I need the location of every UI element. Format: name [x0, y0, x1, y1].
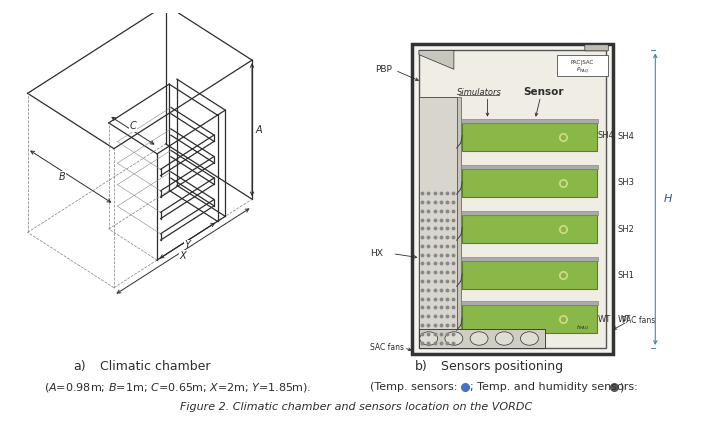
Text: Sensors positioning: Sensors positioning	[441, 360, 564, 373]
Circle shape	[445, 332, 463, 345]
Text: PAC fans: PAC fans	[622, 316, 655, 325]
FancyBboxPatch shape	[462, 123, 597, 151]
Bar	[461, 119, 598, 123]
Bar	[419, 329, 545, 348]
Text: ): )	[619, 382, 623, 392]
FancyBboxPatch shape	[462, 261, 597, 289]
FancyBboxPatch shape	[462, 169, 597, 197]
Circle shape	[520, 332, 538, 345]
Text: Figure 2. Climatic chamber and sensors location on the VORDC: Figure 2. Climatic chamber and sensors l…	[180, 402, 532, 412]
Bar	[456, 97, 461, 348]
Text: X: X	[179, 251, 187, 261]
Text: WT: WT	[617, 315, 631, 324]
Text: SH2: SH2	[617, 225, 634, 234]
Text: SH4: SH4	[617, 132, 634, 141]
FancyBboxPatch shape	[462, 305, 597, 333]
Circle shape	[470, 332, 488, 345]
Text: SAC fans: SAC fans	[370, 343, 404, 352]
Text: PAC|SAC: PAC|SAC	[571, 59, 595, 65]
Text: Simulators: Simulators	[456, 88, 501, 97]
Text: SH4: SH4	[598, 131, 615, 140]
Bar	[461, 165, 598, 169]
Text: (Temp. sensors:: (Temp. sensors:	[370, 382, 461, 392]
Polygon shape	[419, 50, 454, 69]
Text: B: B	[59, 172, 66, 181]
Text: PBP: PBP	[376, 65, 392, 74]
Bar	[461, 301, 598, 305]
Text: C: C	[130, 121, 136, 131]
Circle shape	[496, 332, 513, 345]
Text: Y: Y	[184, 240, 190, 251]
Text: b): b)	[414, 360, 427, 373]
Text: SH3: SH3	[617, 179, 634, 187]
Text: SH1: SH1	[617, 271, 634, 279]
FancyBboxPatch shape	[462, 215, 597, 243]
Text: HX: HX	[370, 249, 383, 258]
Bar	[419, 97, 456, 348]
Text: ($A$=0.98m; $B$=1m; $C$=0.65m; $X$=2m; $Y$=1.85m).: ($A$=0.98m; $B$=1m; $C$=0.65m; $X$=2m; $…	[44, 381, 312, 393]
Bar	[461, 211, 598, 215]
Text: H: H	[664, 194, 672, 204]
FancyBboxPatch shape	[412, 44, 613, 354]
Text: Sensor: Sensor	[523, 87, 564, 98]
Text: a): a)	[73, 360, 85, 373]
Text: ; Temp. and humidity sensors:: ; Temp. and humidity sensors:	[470, 382, 642, 392]
FancyBboxPatch shape	[419, 50, 607, 348]
Text: WT: WT	[598, 315, 611, 324]
Text: Climatic chamber: Climatic chamber	[100, 360, 210, 373]
Circle shape	[420, 332, 438, 345]
Text: $\dot{P}_{PAQ}$: $\dot{P}_{PAQ}$	[576, 64, 589, 75]
Bar	[557, 55, 608, 75]
Text: $h_{PAQ}$: $h_{PAQ}$	[576, 324, 590, 332]
Text: A: A	[256, 125, 263, 135]
FancyBboxPatch shape	[585, 45, 608, 51]
Bar	[461, 257, 598, 261]
